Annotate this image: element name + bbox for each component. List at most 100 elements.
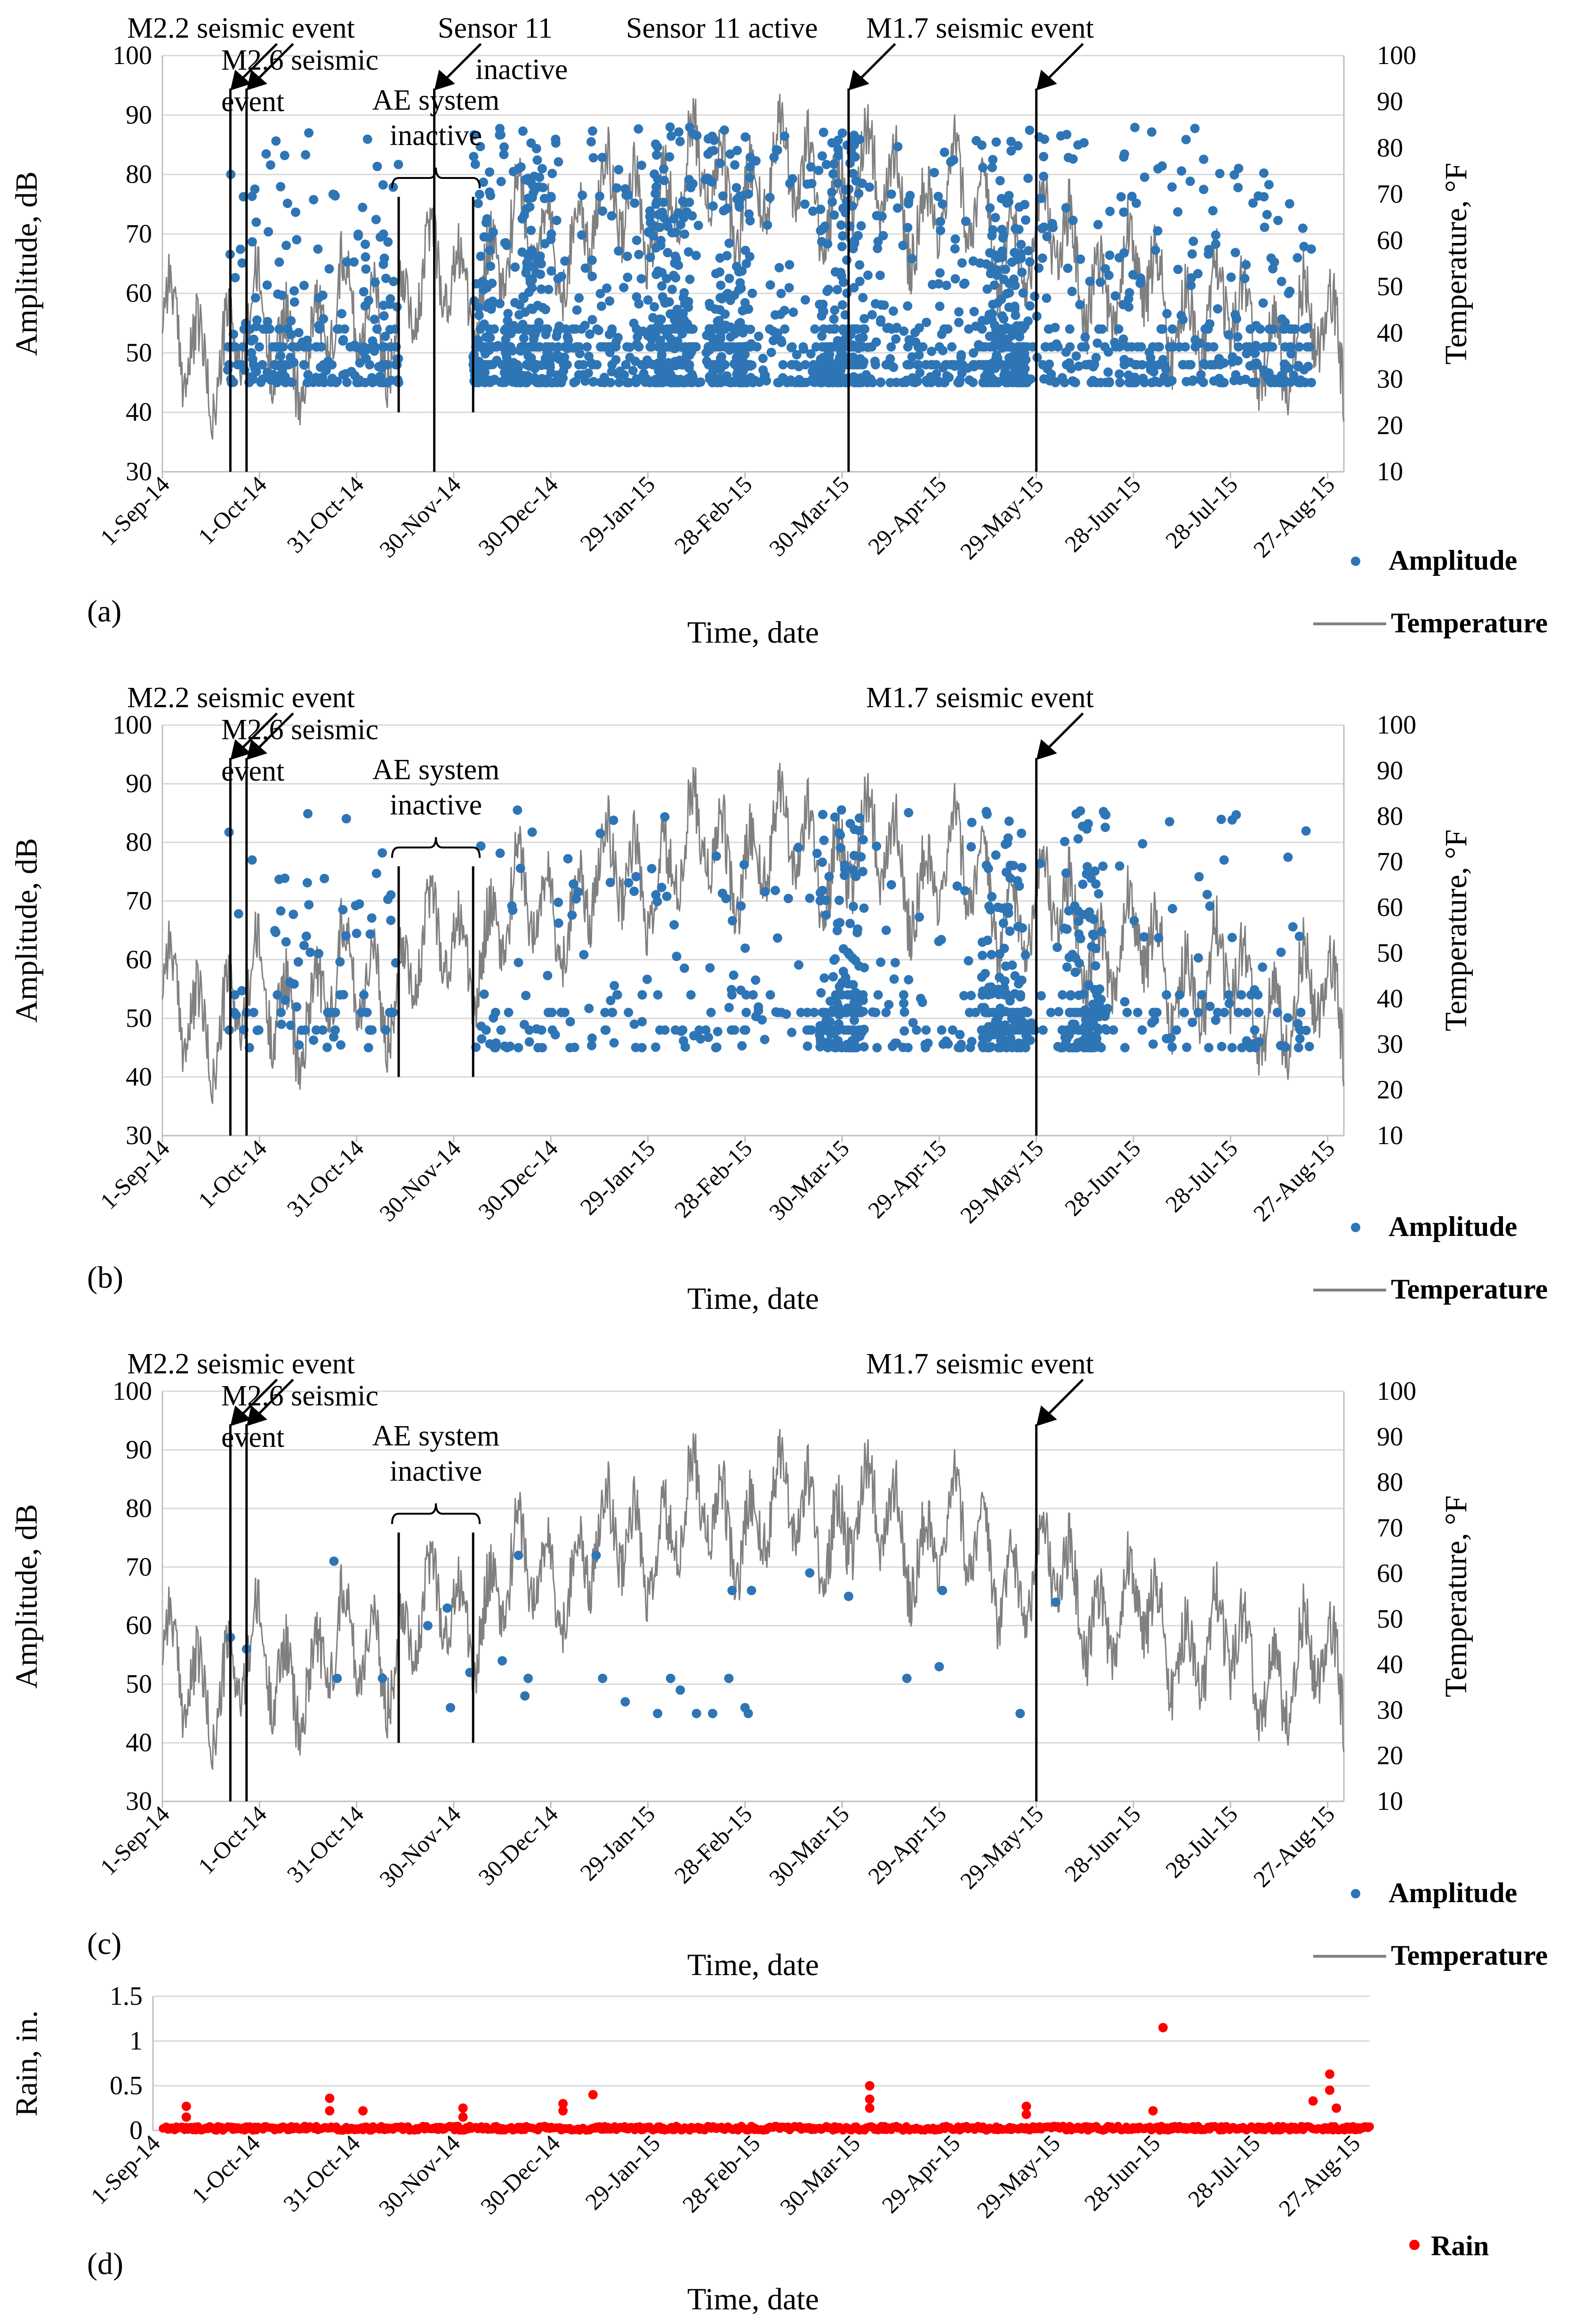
amplitude-point xyxy=(1075,300,1085,310)
amplitude-point xyxy=(257,360,267,370)
amplitude-point xyxy=(1115,378,1125,387)
amplitude-point xyxy=(563,335,573,345)
amplitude-point xyxy=(827,187,837,197)
rain-point xyxy=(325,2093,335,2103)
amplitude-point xyxy=(476,1021,486,1031)
amplitude-point xyxy=(620,1697,630,1707)
amplitude-point xyxy=(708,201,718,211)
amplitude-point xyxy=(1147,1018,1157,1028)
amplitude-point xyxy=(647,334,657,344)
x-tick-label: 30-Dec-14 xyxy=(473,471,563,561)
amplitude-point xyxy=(771,886,780,896)
amplitude-point xyxy=(577,230,586,240)
amplitude-point xyxy=(579,950,589,960)
amplitude-point xyxy=(1167,182,1177,192)
amplitude-point xyxy=(674,127,684,137)
amplitude-point xyxy=(1132,198,1141,208)
amplitude-point xyxy=(1108,1025,1118,1035)
arrow-head xyxy=(246,739,267,760)
amplitude-point xyxy=(499,1041,509,1051)
legend: Amplitude Temperature xyxy=(1313,1877,1548,1971)
amplitude-point xyxy=(299,281,309,290)
amplitude-point xyxy=(787,377,796,387)
amplitude-point xyxy=(1073,834,1083,844)
amplitude-point xyxy=(1040,134,1050,144)
amplitude-point xyxy=(369,315,379,324)
amplitude-point xyxy=(833,1036,843,1046)
y-tick-label: 40 xyxy=(126,398,152,427)
amplitude-point xyxy=(731,183,741,193)
amplitude-point xyxy=(660,1025,670,1035)
amplitude-point xyxy=(740,943,750,953)
amplitude-point xyxy=(359,287,369,297)
amplitude-point xyxy=(740,132,750,142)
amplitude-point xyxy=(673,360,683,370)
amplitude-point xyxy=(1237,1043,1247,1053)
amplitude-point xyxy=(892,203,902,213)
amplitude-point xyxy=(662,891,672,901)
amplitude-point xyxy=(633,332,642,342)
amplitude-point xyxy=(828,169,838,179)
y2-tick-label: 40 xyxy=(1377,984,1403,1013)
amplitude-point xyxy=(659,176,669,186)
amplitude-point xyxy=(289,910,298,920)
amplitude-point xyxy=(595,829,605,839)
amplitude-point xyxy=(554,157,563,167)
amplitude-point xyxy=(991,137,1001,147)
amplitude-point xyxy=(964,956,973,966)
annotation-label: M2.2 seismic event xyxy=(127,1348,355,1380)
amplitude-point xyxy=(998,918,1008,928)
amplitude-point xyxy=(504,1008,514,1017)
amplitude-point xyxy=(950,274,960,284)
amplitude-point xyxy=(732,145,742,155)
amplitude-point xyxy=(1061,203,1071,213)
amplitude-point xyxy=(1061,360,1071,370)
amplitude-point xyxy=(319,378,329,387)
x-tick-label: 27-Aug-15 xyxy=(1248,1800,1340,1892)
amplitude-point xyxy=(922,317,932,327)
amplitude-point xyxy=(999,944,1009,953)
amplitude-point xyxy=(1020,200,1030,210)
amplitude-point xyxy=(381,274,391,283)
amplitude-point xyxy=(986,989,996,999)
amplitude-point xyxy=(1017,828,1027,838)
amplitude-point xyxy=(728,916,738,926)
amplitude-point xyxy=(1277,378,1286,387)
amplitude-point xyxy=(847,1042,857,1052)
amplitude-point xyxy=(1233,183,1243,193)
amplitude-point xyxy=(624,878,634,888)
amplitude-point xyxy=(563,854,573,863)
y2-axis-label: Temperature, °F xyxy=(1439,1495,1473,1697)
amplitude-point xyxy=(914,323,924,333)
amplitude-point xyxy=(680,229,690,239)
amplitude-point xyxy=(1024,246,1034,256)
amplitude-point xyxy=(1138,839,1148,849)
amplitude-point xyxy=(276,1019,286,1029)
y-tick-label: 50 xyxy=(126,1670,152,1699)
amplitude-point xyxy=(984,1008,994,1017)
amplitude-point xyxy=(388,1008,398,1017)
amplitude-point xyxy=(676,324,686,334)
amplitude-point xyxy=(349,257,359,267)
amplitude-point xyxy=(1301,826,1311,836)
amplitude-point xyxy=(1298,223,1308,233)
amplitude-point xyxy=(1119,152,1129,162)
amplitude-point xyxy=(793,843,803,853)
x-tick-label: 1-Sep-14 xyxy=(86,2130,165,2209)
amplitude-point xyxy=(823,239,833,249)
amplitude-point xyxy=(876,300,886,310)
amplitude-point xyxy=(744,209,754,219)
amplitude-point xyxy=(934,376,944,386)
amplitude-point xyxy=(377,1673,387,1683)
amplitude-point xyxy=(1294,931,1304,941)
amplitude-point xyxy=(385,324,395,334)
amplitude-point xyxy=(996,194,1006,203)
amplitude-point xyxy=(304,128,314,138)
y-tick-label: 70 xyxy=(126,219,152,249)
amplitude-point xyxy=(634,124,643,134)
amplitude-point xyxy=(1097,927,1107,936)
amplitude-point xyxy=(311,1025,321,1035)
amplitude-point xyxy=(485,167,495,177)
amplitude-point xyxy=(1005,873,1015,883)
y2-tick-label: 70 xyxy=(1377,1513,1403,1542)
